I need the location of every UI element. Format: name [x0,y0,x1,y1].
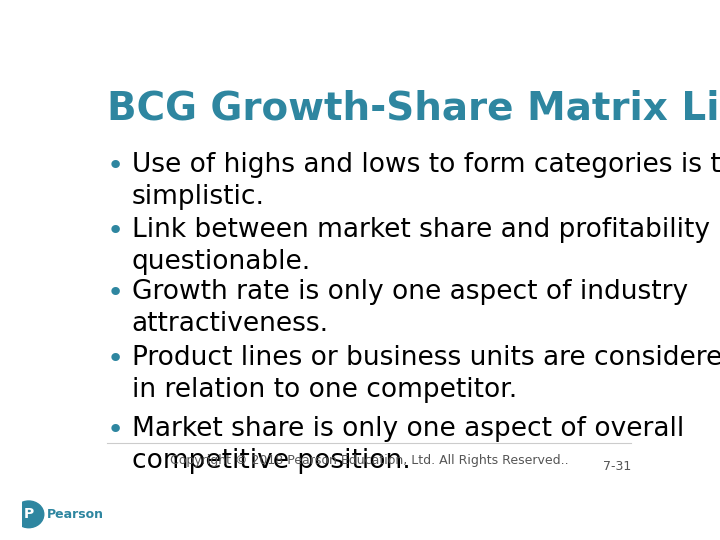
Text: •: • [107,152,124,180]
Text: 7-31: 7-31 [603,460,631,473]
Text: Copyright © 2018 Pearson Education, Ltd. All Rights Reserved..: Copyright © 2018 Pearson Education, Ltd.… [170,454,568,467]
Text: •: • [107,279,124,307]
Text: •: • [107,346,124,374]
Text: Pearson: Pearson [48,508,104,521]
Circle shape [14,501,44,528]
Text: •: • [107,217,124,245]
Text: Use of highs and lows to form categories is too
simplistic.: Use of highs and lows to form categories… [132,152,720,210]
Text: •: • [107,416,124,444]
Text: Growth rate is only one aspect of industry
attractiveness.: Growth rate is only one aspect of indust… [132,279,688,337]
Text: BCG Growth-Share Matrix Limitations: BCG Growth-Share Matrix Limitations [107,90,720,128]
Text: Market share is only one aspect of overall
competitive position.: Market share is only one aspect of overa… [132,416,684,474]
Text: Product lines or business units are considered only
in relation to one competito: Product lines or business units are cons… [132,346,720,403]
Text: P: P [24,508,34,521]
Text: Link between market share and profitability is
questionable.: Link between market share and profitabil… [132,217,720,274]
